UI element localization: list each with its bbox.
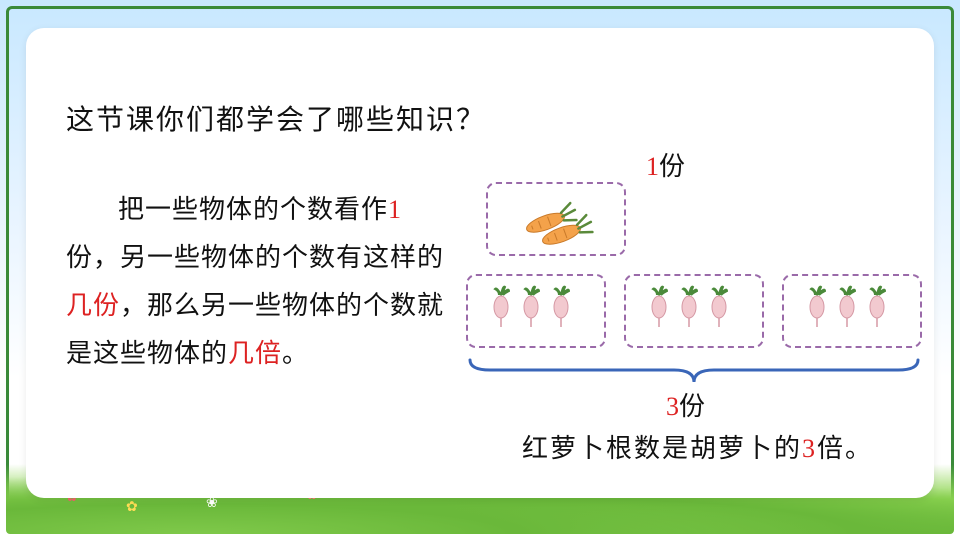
para-highlight-1: 1	[388, 195, 402, 224]
diagram-area: 1份	[466, 168, 894, 378]
lesson-question: 这节课你们都学会了哪些知识？	[66, 98, 894, 138]
radish-group-box-1	[466, 274, 606, 348]
label-num: 1	[646, 152, 659, 181]
explanation-paragraph: 把一些物体的个数看作1份，另一些物体的个数有这样的几份，那么另一些物体的个数就是…	[66, 186, 446, 378]
label-num: 3	[666, 392, 679, 421]
flower-icon: ✿	[126, 499, 138, 516]
label-unit: 份	[659, 152, 685, 181]
para-highlight-jifen: 几份	[66, 291, 120, 320]
conclusion-pre: 红萝卜根数是胡萝卜的	[522, 434, 802, 463]
conclusion-sentence: 红萝卜根数是胡萝卜的3倍。	[522, 428, 873, 465]
para-text: 份，另一些物体的个数有这样的	[66, 243, 444, 272]
radish-group-box-2	[624, 274, 764, 348]
carrot-group-box	[486, 182, 626, 256]
content-area: 这节课你们都学会了哪些知识？ 把一些物体的个数看作1份，另一些物体的个数有这样的…	[66, 68, 894, 458]
body-row: 把一些物体的个数看作1份，另一些物体的个数有这样的几份，那么另一些物体的个数就是…	[66, 168, 894, 378]
carrot-icon	[511, 192, 601, 247]
para-text: 把一些物体的个数看作	[118, 195, 388, 224]
label-unit: 份	[679, 392, 705, 421]
brace-icon	[466, 356, 922, 386]
label-one-portion: 1份	[646, 146, 685, 183]
radish-group-box-3	[782, 274, 922, 348]
label-three-portions: 3份	[666, 386, 705, 423]
para-text: 。	[282, 339, 309, 368]
radish-icon	[481, 281, 591, 341]
radish-icon	[797, 281, 907, 341]
radish-icon	[639, 281, 749, 341]
conclusion-num: 3	[802, 434, 817, 463]
conclusion-post: 倍。	[817, 434, 873, 463]
para-highlight-jibei: 几倍	[228, 339, 282, 368]
content-paper: 这节课你们都学会了哪些知识？ 把一些物体的个数看作1份，另一些物体的个数有这样的…	[26, 28, 934, 498]
